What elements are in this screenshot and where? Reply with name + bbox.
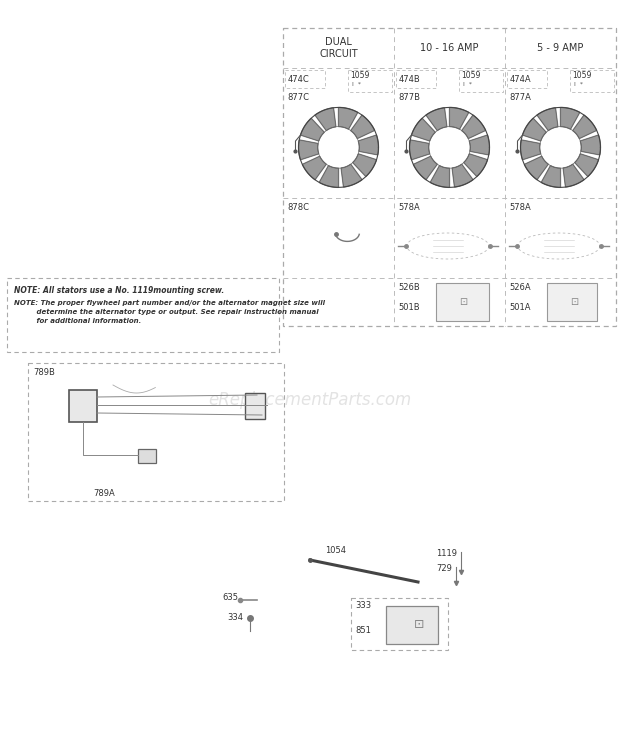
Text: 1059: 1059: [350, 71, 370, 80]
Text: 501A: 501A: [509, 303, 531, 312]
Polygon shape: [462, 115, 485, 138]
Bar: [436, 283, 489, 321]
Polygon shape: [469, 135, 489, 155]
Bar: [285, 70, 325, 88]
Bar: [348, 70, 392, 92]
Polygon shape: [414, 156, 437, 180]
Polygon shape: [563, 164, 584, 187]
Text: 334: 334: [227, 613, 243, 622]
Text: 1059: 1059: [573, 71, 592, 80]
Polygon shape: [525, 156, 548, 180]
Polygon shape: [358, 135, 378, 155]
Polygon shape: [303, 156, 326, 180]
Polygon shape: [523, 118, 546, 141]
Bar: [283, 28, 616, 326]
Bar: [7, 278, 279, 352]
Text: 635: 635: [222, 593, 238, 602]
Polygon shape: [426, 108, 447, 131]
Text: DUAL
CIRCUIT: DUAL CIRCUIT: [319, 37, 358, 59]
Text: 526B: 526B: [398, 283, 420, 292]
Bar: [547, 283, 597, 321]
Text: 789A: 789A: [93, 489, 115, 498]
Text: NOTE: The proper flywheel part number and/or the alternator magnet size will
   : NOTE: The proper flywheel part number an…: [14, 300, 325, 324]
Text: 878C: 878C: [287, 203, 309, 212]
Polygon shape: [537, 108, 558, 131]
Text: I  *: I *: [574, 83, 583, 88]
Text: 333: 333: [355, 601, 371, 610]
Text: 474C: 474C: [288, 74, 310, 83]
Polygon shape: [341, 164, 362, 187]
Text: 526A: 526A: [509, 283, 531, 292]
Text: 1059: 1059: [462, 71, 481, 80]
Polygon shape: [430, 166, 450, 187]
Text: 474B: 474B: [399, 74, 421, 83]
Text: 10 - 16 AMP: 10 - 16 AMP: [420, 43, 479, 53]
Polygon shape: [541, 166, 560, 187]
Text: 578A: 578A: [398, 203, 420, 212]
Bar: [351, 598, 448, 650]
Text: I  *: I *: [463, 83, 472, 88]
Polygon shape: [450, 107, 469, 129]
Polygon shape: [301, 118, 324, 141]
Polygon shape: [573, 115, 596, 138]
Text: 5 - 9 AMP: 5 - 9 AMP: [538, 43, 583, 53]
Text: 1054: 1054: [325, 546, 346, 555]
Text: 729: 729: [436, 564, 452, 573]
Bar: [570, 70, 614, 92]
Bar: [28, 363, 284, 501]
Polygon shape: [410, 140, 430, 160]
Bar: [138, 449, 156, 463]
Bar: [507, 70, 547, 88]
Polygon shape: [412, 118, 435, 141]
Polygon shape: [464, 154, 487, 176]
Text: I  *: I *: [352, 83, 361, 88]
Bar: [69, 390, 97, 422]
Polygon shape: [317, 126, 359, 168]
Polygon shape: [351, 115, 374, 138]
Polygon shape: [315, 108, 336, 131]
Polygon shape: [575, 154, 598, 176]
Polygon shape: [319, 166, 339, 187]
Text: 1119: 1119: [436, 549, 457, 558]
Text: 851: 851: [355, 626, 371, 635]
Polygon shape: [560, 107, 580, 129]
Bar: [459, 70, 503, 92]
Text: 789B: 789B: [33, 368, 55, 377]
Text: eReplacementParts.com: eReplacementParts.com: [208, 391, 412, 409]
Polygon shape: [339, 107, 358, 129]
Polygon shape: [521, 140, 541, 160]
Text: 877B: 877B: [398, 93, 420, 102]
Polygon shape: [452, 164, 473, 187]
Text: ⊡: ⊡: [414, 618, 424, 630]
Polygon shape: [580, 135, 600, 155]
Text: ⊡: ⊡: [459, 297, 467, 307]
Polygon shape: [353, 154, 376, 176]
Bar: [386, 606, 438, 644]
Bar: [396, 70, 436, 88]
Text: 877A: 877A: [509, 93, 531, 102]
Text: ⊡: ⊡: [570, 297, 578, 307]
Polygon shape: [299, 140, 319, 160]
Text: 877C: 877C: [287, 93, 309, 102]
Bar: [245, 393, 265, 419]
Polygon shape: [428, 126, 471, 168]
Text: 474A: 474A: [510, 74, 531, 83]
Polygon shape: [540, 126, 582, 168]
Text: NOTE: All stators use a No. 1119mounting screw.: NOTE: All stators use a No. 1119mounting…: [14, 286, 224, 295]
Text: 578A: 578A: [509, 203, 531, 212]
Text: 501B: 501B: [398, 303, 420, 312]
